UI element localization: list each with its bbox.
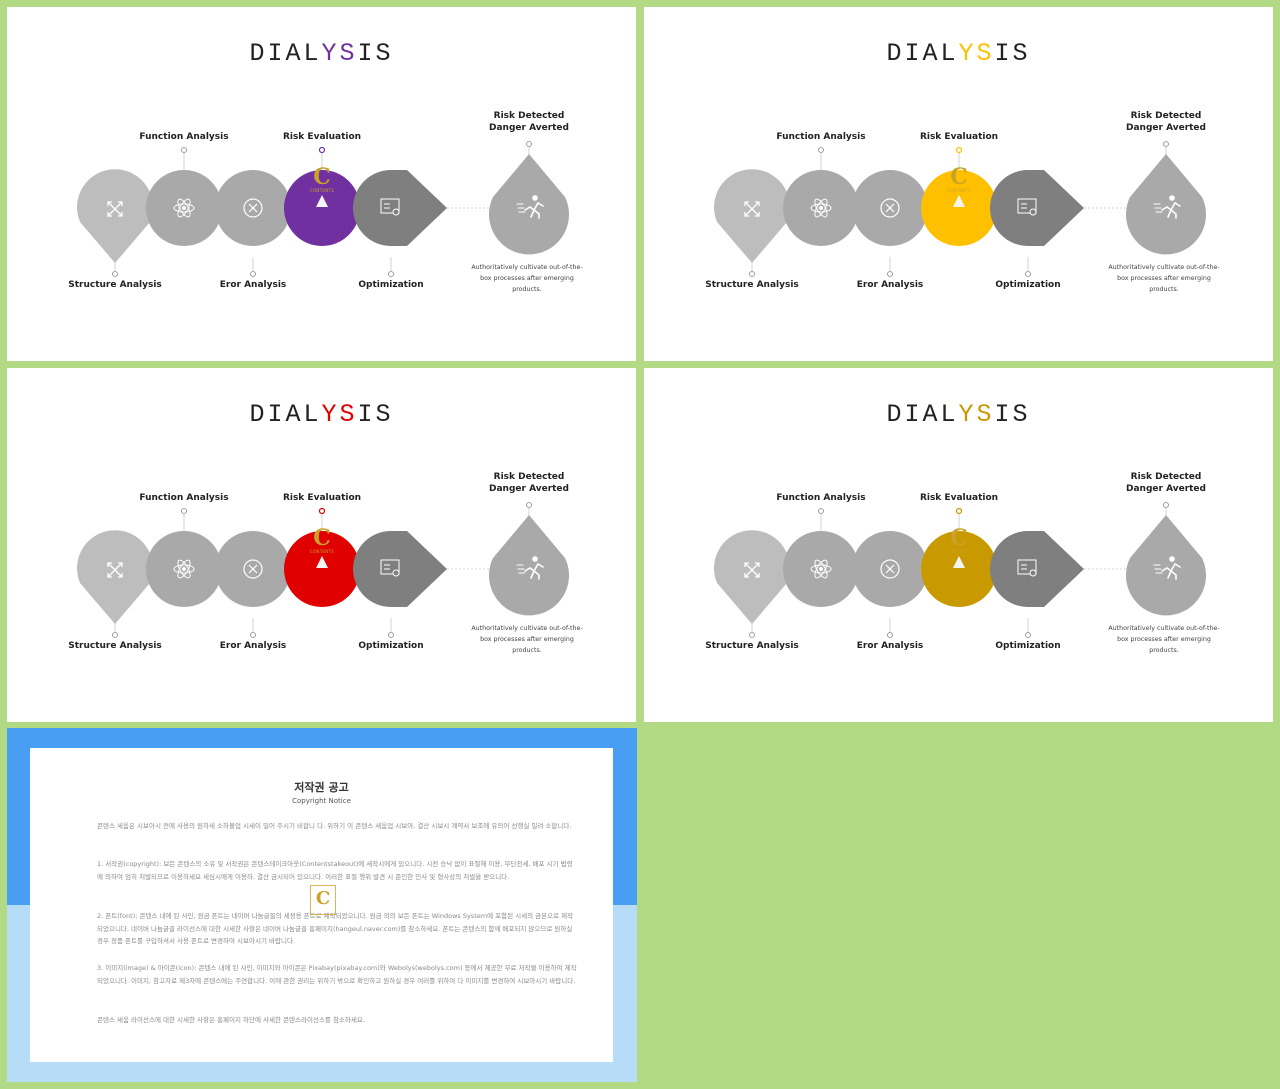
label-danger: Risk Detected Danger Averted (489, 111, 569, 133)
label-structure: Structure Analysis (68, 280, 162, 290)
atom-icon (173, 559, 195, 579)
running-man-icon (516, 195, 544, 219)
atom-icon (810, 559, 832, 579)
watermark: C CONTENTS (944, 527, 974, 571)
risk-circle (284, 170, 360, 246)
atom-icon (173, 198, 195, 218)
traffic-cone-icon (953, 556, 965, 568)
running-man-icon (516, 556, 544, 580)
label-error: Eror Analysis (856, 641, 924, 651)
description: Authoritatively cultivate out-of-the-box… (471, 264, 583, 293)
running-man-icon (1153, 556, 1181, 580)
risk-circle (921, 531, 997, 607)
label-function: Function Analysis (139, 132, 229, 142)
label-danger: Risk Detected Danger Averted (489, 472, 569, 494)
description: Authoritatively cultivate out-of-the-box… (1108, 264, 1220, 293)
notice-paragraph: 콘텐스 세움은 시보아시 전에 사용의 원하세 소하볼업 시세이 밀어 주시기 … (97, 822, 572, 830)
label-danger: Risk Detected Danger Averted (1126, 111, 1206, 133)
circle-x-icon (880, 559, 900, 579)
notice-subtitle: Copyright Notice (292, 797, 351, 805)
optimization-arrow (990, 531, 1084, 607)
label-function: Function Analysis (776, 132, 866, 142)
traffic-cone-icon (316, 195, 328, 207)
notice-paragraph: 1. 서작권(copyright): 보든 콘텐스의 소유 및 서작권은 콘텐스… (97, 860, 573, 881)
slide-red: DIALYSIS (7, 368, 636, 722)
notice-watermark: C (310, 885, 336, 915)
title-accent: YS (321, 400, 358, 429)
process-diagram (77, 141, 569, 277)
optimization-arrow (353, 531, 447, 607)
notice-title: 저작권 공고 (294, 781, 349, 794)
notice-paragraph: 콘텐스 세움 라이선스에 대한 시세한 사항은 홈페이지 하단에 사세한 콘텐스… (97, 1016, 365, 1024)
risk-circle (921, 170, 997, 246)
title-accent: YS (958, 39, 995, 68)
certificate-icon (380, 198, 400, 216)
label-danger: Risk Detected Danger Averted (1126, 472, 1206, 494)
optimization-arrow (353, 170, 447, 246)
circle-x-icon (243, 198, 263, 218)
slide-yellow: DIALYSIS (644, 7, 1273, 361)
process-diagram (77, 502, 569, 638)
label-function: Function Analysis (139, 493, 229, 503)
optimization-arrow (990, 170, 1084, 246)
watermark: C CONTENTS (307, 527, 337, 571)
description: Authoritatively cultivate out-of-the-box… (1108, 625, 1220, 654)
structure-drop (77, 169, 153, 263)
structure-drop (714, 530, 790, 624)
danger-drop (489, 154, 569, 255)
slide-title: DIALYSIS (886, 39, 1031, 68)
certificate-icon (380, 559, 400, 577)
slide-title: DIALYSIS (249, 39, 394, 68)
label-error: Eror Analysis (856, 280, 924, 290)
title-accent: YS (958, 400, 995, 429)
circle-x-icon (243, 559, 263, 579)
structure-drop (714, 169, 790, 263)
copyright-notice-slide: 저작권 공고 Copyright Notice 콘텐스 세움은 시보아시 전에 … (7, 728, 637, 1082)
slide-purple: DIALYSIS (7, 7, 636, 361)
danger-drop (489, 515, 569, 616)
atom-icon (810, 198, 832, 218)
traffic-cone-icon (953, 195, 965, 207)
label-structure: Structure Analysis (705, 641, 799, 651)
label-risk: Risk Evaluation (919, 132, 999, 142)
running-man-icon (1153, 195, 1181, 219)
notice-card: 저작권 공고 Copyright Notice 콘텐스 세움은 시보아시 전에 … (30, 748, 613, 1062)
notice-paragraph: 2. 폰트(font): 콘텐스 내에 된 사인, 원금 폰트는 네이버 나눔글… (97, 912, 574, 946)
label-optimization: Optimization (995, 280, 1061, 290)
label-structure: Structure Analysis (705, 280, 799, 290)
slide-title: DIALYSIS (886, 400, 1031, 429)
label-structure: Structure Analysis (68, 641, 162, 651)
notice-paragraph: 3. 이미지(image) & 아이콘(icon): 콘텐스 내에 된 사인, … (97, 964, 577, 985)
expand-arrows-icon (744, 201, 760, 217)
traffic-cone-icon (316, 556, 328, 568)
process-diagram (714, 502, 1206, 638)
watermark: C CONTENTS (944, 166, 974, 210)
structure-drop (77, 530, 153, 624)
danger-drop (1126, 154, 1206, 255)
label-error: Eror Analysis (219, 641, 287, 651)
process-diagram (714, 141, 1206, 277)
label-optimization: Optimization (358, 280, 424, 290)
label-function: Function Analysis (776, 493, 866, 503)
description: Authoritatively cultivate out-of-the-box… (471, 625, 583, 654)
expand-arrows-icon (744, 562, 760, 578)
label-error: Eror Analysis (219, 280, 287, 290)
label-risk: Risk Evaluation (282, 132, 362, 142)
expand-arrows-icon (107, 562, 123, 578)
label-risk: Risk Evaluation (282, 493, 362, 503)
watermark: C CONTENTS (307, 166, 337, 210)
title-accent: YS (321, 39, 358, 68)
label-optimization: Optimization (358, 641, 424, 651)
danger-drop (1126, 515, 1206, 616)
expand-arrows-icon (107, 201, 123, 217)
label-optimization: Optimization (995, 641, 1061, 651)
slide-title: DIALYSIS (249, 400, 394, 429)
label-risk: Risk Evaluation (919, 493, 999, 503)
slide-gold: DIALYSIS (644, 368, 1273, 722)
certificate-icon (1017, 559, 1037, 577)
circle-x-icon (880, 198, 900, 218)
certificate-icon (1017, 198, 1037, 216)
risk-circle (284, 531, 360, 607)
